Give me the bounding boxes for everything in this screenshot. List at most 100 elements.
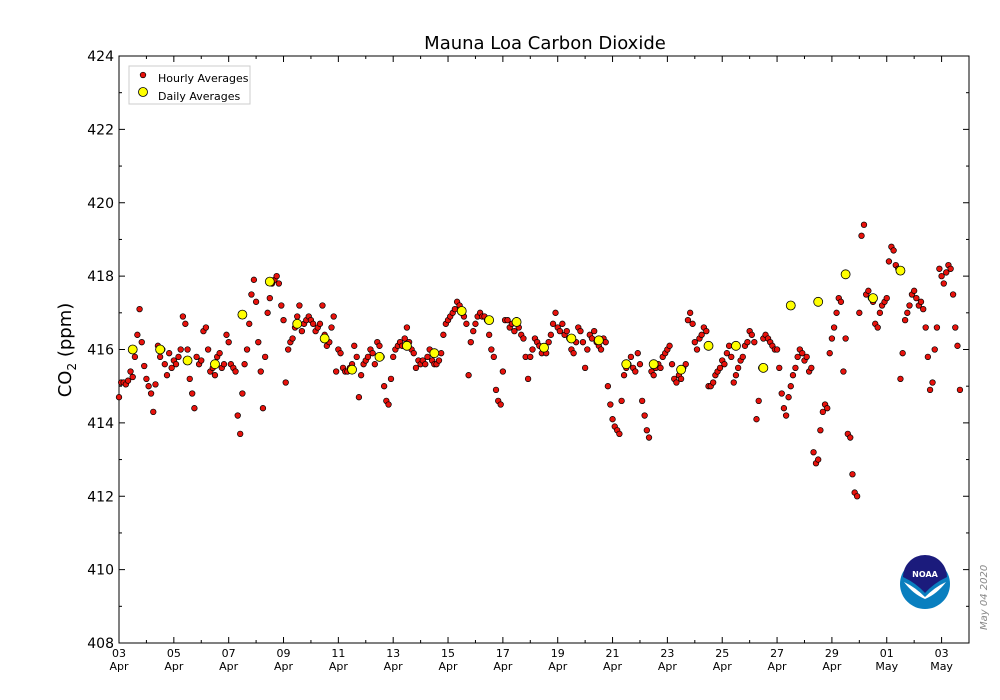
hourly-point (876, 309, 884, 316)
hourly-point (289, 335, 296, 342)
hourly-averages-series (115, 221, 964, 500)
hourly-point (143, 375, 150, 383)
hourly-point (837, 298, 845, 305)
hourly-point (115, 394, 123, 401)
hourly-point (527, 353, 534, 360)
daily-point (456, 306, 467, 316)
hourly-point (191, 405, 198, 412)
daily-point (813, 296, 824, 307)
y-axis-label: CO2 (ppm) (55, 303, 79, 398)
x-tick-day-label: 19 (551, 647, 565, 660)
hourly-point (833, 309, 840, 316)
x-tick-day-label: 17 (496, 647, 510, 660)
hourly-point (204, 346, 212, 353)
hourly-point (913, 294, 920, 302)
hourly-point (579, 339, 587, 346)
x-tick-month-label: Apr (274, 660, 294, 673)
y-axis-ticks: 408 410 412 414 416 418 420 422 424 (87, 49, 969, 652)
hourly-point (422, 361, 429, 368)
daily-point (593, 335, 604, 346)
hourly-point (184, 346, 191, 353)
daily-point (840, 269, 851, 280)
hourly-point (147, 390, 155, 397)
hourly-point (470, 328, 477, 335)
hourly-point (748, 331, 755, 338)
hourly-point (248, 291, 255, 298)
hourly-point (294, 313, 301, 320)
hourly-point (789, 372, 797, 379)
hourly-point (666, 342, 673, 349)
hourly-point (369, 350, 376, 357)
y-axis-label-unit: (ppm) (55, 303, 76, 357)
hourly-point (684, 317, 692, 324)
hourly-point (716, 364, 724, 371)
hourly-point (620, 372, 628, 379)
hourly-point (698, 331, 705, 338)
hourly-point (933, 324, 941, 331)
hourly-point (556, 328, 564, 335)
x-tick-month-label: Apr (768, 660, 788, 673)
hourly-point (645, 434, 653, 441)
hourly-point (897, 375, 904, 383)
hourly-point (156, 353, 164, 360)
hourly-point (920, 305, 927, 313)
hourly-point (689, 320, 696, 327)
hourly-point (776, 364, 783, 371)
x-tick-day-label: 11 (331, 647, 345, 660)
hourly-point (947, 265, 954, 272)
hourly-point (376, 342, 383, 349)
hourly-point (721, 361, 728, 368)
hourly-point (410, 350, 417, 357)
hourly-point (799, 350, 806, 357)
hourly-point (134, 331, 141, 338)
hourly-point (166, 350, 173, 357)
hourly-point (193, 353, 200, 360)
hourly-point (609, 416, 616, 423)
hourly-point (163, 372, 171, 379)
hourly-point (250, 276, 258, 283)
hourly-point (179, 313, 187, 320)
hourly-point (810, 449, 817, 456)
hourly-point (237, 430, 244, 438)
hourly-point (824, 405, 831, 412)
legend-hourly-marker (139, 71, 147, 79)
daily-point (484, 315, 495, 326)
daily-point (319, 333, 330, 344)
hourly-point (328, 324, 335, 331)
hourly-point (826, 350, 833, 357)
daily-point (758, 362, 769, 373)
hourly-point (954, 342, 961, 349)
hourly-point (634, 350, 641, 357)
hourly-point (597, 346, 605, 353)
legend-hourly-label: Hourly Averages (158, 72, 249, 85)
hourly-point (131, 353, 139, 360)
hourly-point (257, 368, 264, 375)
hourly-point (901, 317, 909, 324)
hourly-point (865, 287, 872, 294)
hourly-point (782, 412, 790, 419)
hourly-point (387, 375, 395, 383)
hourly-point (668, 361, 676, 368)
x-axis-ticks: 03Apr05Apr07Apr09Apr11Apr13Apr15Apr17Apr… (109, 56, 953, 673)
hourly-point (465, 372, 472, 379)
daily-point (402, 340, 412, 351)
hourly-point (472, 320, 479, 327)
hourly-point (787, 383, 794, 390)
hourly-point (778, 390, 785, 397)
hourly-point (730, 379, 737, 386)
legend-daily-marker (138, 87, 148, 97)
hourly-point (728, 353, 735, 360)
x-tick-day-label: 09 (277, 647, 291, 660)
hourly-point (691, 339, 698, 346)
hourly-point (239, 390, 246, 397)
hourly-point (152, 381, 159, 388)
hourly-point (949, 291, 957, 298)
hourly-point (785, 394, 792, 401)
hourly-point (234, 412, 241, 419)
y-tick-label: 412 (87, 489, 114, 505)
hourly-point (563, 328, 570, 335)
hourly-point (650, 372, 657, 379)
x-tick-month-label: Apr (164, 660, 184, 673)
noaa-logo: NOAA (900, 555, 950, 609)
daily-point (703, 340, 714, 351)
